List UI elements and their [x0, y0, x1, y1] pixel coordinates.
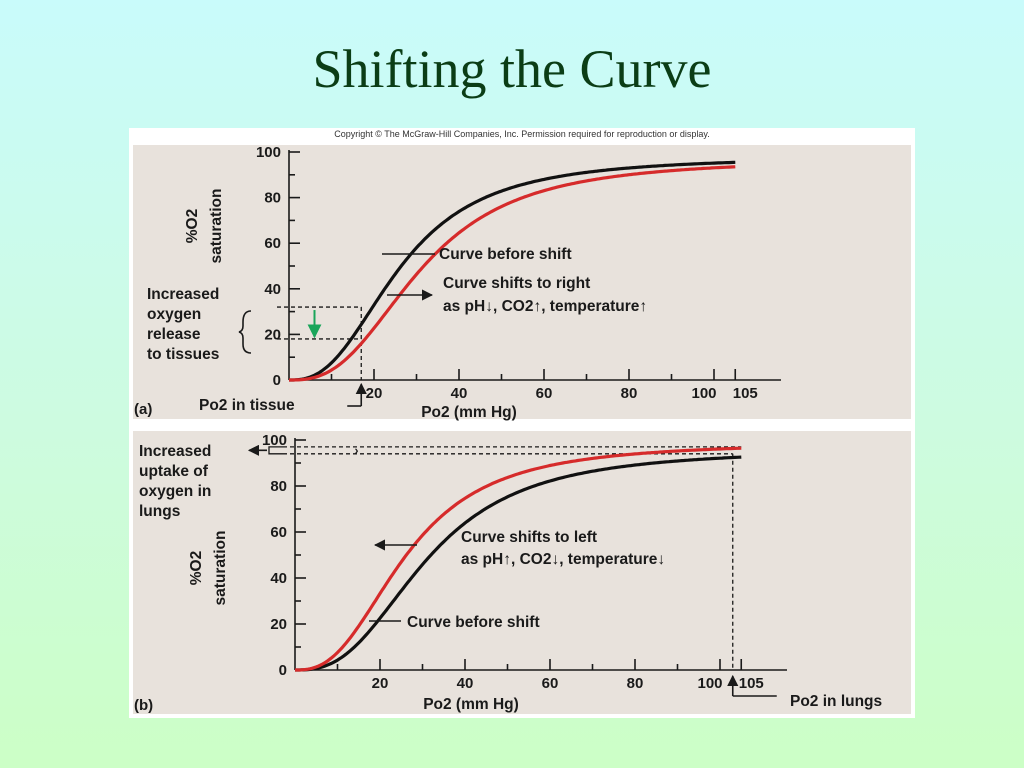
- panel-b-x-tick-label: 105: [739, 675, 764, 692]
- panel-b-y-tick-label: 100: [262, 432, 287, 449]
- panel-a-side-label-line: oxygen: [147, 306, 201, 323]
- panel-b-x-tick-label: 60: [542, 675, 559, 692]
- panel-a-x-tick-label: 60: [536, 385, 553, 402]
- panel-b-x-tick-label: 20: [372, 675, 389, 692]
- panel-b-ylabel-line1: %O2: [188, 551, 205, 585]
- panel-a-brace: [238, 310, 252, 354]
- panel-a-side-label-line: Increased: [147, 286, 219, 303]
- panel-a-axes: 0 20 40 60 80 100 20 40 60 80 100 105: [256, 144, 781, 402]
- panel-b-green-mark: ›: [355, 443, 359, 457]
- panel-b-y-tick-label: 0: [279, 662, 287, 679]
- panel-b-series-line: [295, 455, 742, 672]
- panel-a-x-tick-label: 40: [451, 385, 468, 402]
- figure: Copyright © The McGraw-Hill Companies, I…: [129, 128, 915, 718]
- panel-a-tissue-label: Po2 in tissue: [199, 397, 295, 414]
- panel-b-side-label-line: uptake of: [139, 463, 209, 480]
- panel-b-y-tick-label: 80: [270, 478, 287, 495]
- panel-b-x-tick-label: 100: [697, 675, 722, 692]
- panel-b-ylabel: %O2 saturation: [188, 531, 229, 606]
- panel-a-x-tick-label: 100: [691, 385, 716, 402]
- panel-b-uptake-bracket: [268, 446, 283, 455]
- panel-a-y-tick-label: 80: [264, 190, 281, 207]
- panel-a-curve-before-label: Curve before shift: [439, 246, 572, 263]
- panel-b-axes: 0 20 40 60 80 100 20 40 60 80 100 105: [262, 432, 787, 692]
- panel-a-y-tick-label: 40: [264, 281, 281, 298]
- slide-title: Shifting the Curve: [312, 39, 712, 99]
- panel-a-x-tick-label: 20: [366, 385, 383, 402]
- oxygen-dissociation-figure: (a) 0 20 40 60 80 100 20 40 60 80 100 105 %O2 satur…: [133, 144, 911, 714]
- panel-a-side-label-line: release: [147, 326, 201, 343]
- panel-b-series-line: [295, 446, 742, 672]
- panel-b-tag: (b): [134, 697, 153, 714]
- panel-a-tag: (a): [134, 401, 152, 418]
- panel-a-y-tick-label: 100: [256, 144, 281, 161]
- panel-a-y-tick-label: 60: [264, 235, 281, 252]
- panel-a-curves: [289, 160, 736, 382]
- panel-b-side-label-line: oxygen in: [139, 483, 211, 500]
- panel-b-side-label-line: Increased: [139, 443, 211, 460]
- panel-a-background: [133, 145, 911, 419]
- copyright-notice: Copyright © The McGraw-Hill Companies, I…: [334, 129, 710, 139]
- panel-a-y-tick-label: 20: [264, 326, 281, 343]
- panel-a-shift-label: Curve shifts to right: [443, 275, 590, 292]
- panel-a-ylabel-line1: %O2: [184, 209, 201, 243]
- panel-a-shift-conditions: as pH↓, CO2↑, temperature↑: [443, 298, 647, 315]
- panel-b-curves: [295, 446, 742, 672]
- panel-a-ylabel: %O2 saturation: [184, 189, 225, 264]
- panel-b: (b) 0 20 40 60 80 100 20 40 60 80 100 105 › %O2 sat…: [133, 431, 911, 714]
- panel-b-ylabel-line2: saturation: [212, 531, 229, 606]
- panel-a: (a) 0 20 40 60 80 100 20 40 60 80 100 105 %O2 satur…: [133, 144, 911, 421]
- panel-a-series-line: [289, 165, 736, 382]
- panel-b-x-tick-label: 40: [457, 675, 474, 692]
- panel-b-background: [133, 431, 911, 714]
- panel-a-side-label: Increased oxygen release to tissues: [147, 286, 219, 363]
- panel-a-xlabel: Po2 (mm Hg): [421, 404, 517, 421]
- panel-a-x-tick-label: 105: [733, 385, 758, 402]
- panel-a-ylabel-line2: saturation: [208, 189, 225, 264]
- panel-b-side-label: Increased uptake of oxygen in lungs: [139, 443, 211, 520]
- panel-b-curve-before-label: Curve before shift: [407, 614, 540, 631]
- panel-a-series-line: [289, 160, 736, 382]
- panel-b-y-tick-label: 60: [270, 524, 287, 541]
- panel-b-xlabel: Po2 (mm Hg): [423, 696, 519, 713]
- panel-b-side-label-line: lungs: [139, 503, 180, 520]
- panel-b-x-tick-label: 80: [627, 675, 644, 692]
- panel-b-y-tick-label: 40: [270, 570, 287, 587]
- panel-b-y-tick-label: 20: [270, 616, 287, 633]
- panel-a-y-tick-label: 0: [273, 372, 281, 389]
- panel-a-x-tick-label: 80: [621, 385, 638, 402]
- panel-a-side-label-line: to tissues: [147, 346, 219, 363]
- panel-b-shift-conditions: as pH↑, CO2↓, temperature↓: [461, 551, 665, 568]
- panel-b-lungs-label: Po2 in lungs: [790, 693, 882, 710]
- panel-b-shift-label: Curve shifts to left: [461, 529, 597, 546]
